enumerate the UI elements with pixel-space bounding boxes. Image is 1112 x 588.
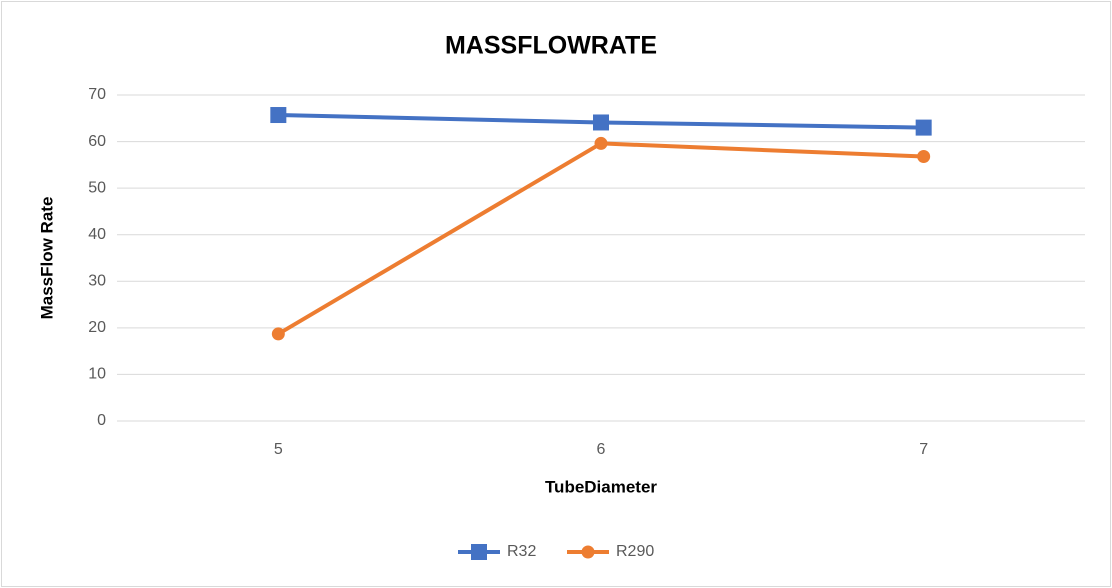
legend-marker [581, 545, 595, 559]
x-axis-title: TubeDiameter [545, 477, 657, 496]
y-tick-label: 30 [88, 273, 106, 290]
marker [593, 114, 609, 131]
marker [917, 149, 931, 163]
y-tick-label: 10 [88, 366, 106, 383]
x-tick-label: 6 [597, 441, 606, 458]
legend-label: R32 [507, 543, 536, 560]
y-tick-label: 20 [88, 319, 106, 336]
y-tick-label: 50 [88, 179, 106, 196]
y-axis-title: MassFlow Rate [37, 197, 56, 320]
y-tick-label: 40 [88, 226, 106, 243]
y-tick-label: 60 [88, 133, 106, 150]
y-tick-label: 0 [97, 412, 106, 429]
x-tick-label: 5 [274, 441, 283, 458]
marker [915, 119, 932, 136]
legend-label: R290 [616, 543, 654, 560]
x-tick-label: 7 [919, 441, 928, 458]
legend-marker [471, 544, 487, 560]
marker [594, 136, 608, 150]
marker [270, 107, 287, 124]
y-tick-label: 70 [88, 86, 106, 103]
marker [271, 327, 285, 341]
chart-title: MASSFLOWRATE [445, 32, 657, 60]
